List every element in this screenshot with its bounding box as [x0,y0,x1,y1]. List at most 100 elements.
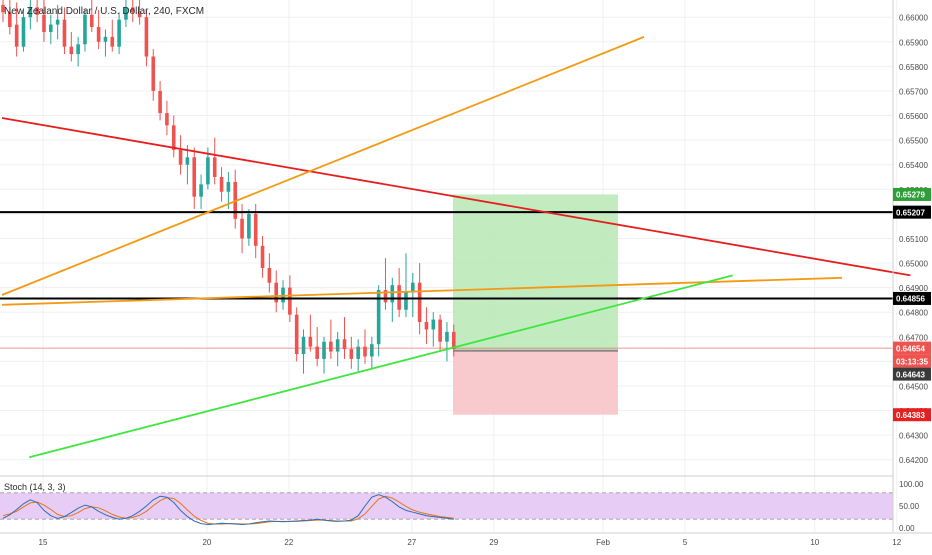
candle-body [130,7,135,13]
candle-body [349,349,354,359]
y-tick-label: 0.65100 [899,235,928,244]
candle-body [226,181,231,192]
candle-body [342,339,347,350]
candle-body [192,157,197,197]
price-tag-label: 0.65207 [896,208,925,217]
price-tag [893,367,931,381]
candle-body [274,282,278,303]
candle-body [110,36,115,47]
candle-body [158,90,162,114]
candle-body [62,19,67,47]
candle-body [117,19,121,47]
candle-body [165,113,169,126]
x-tick-label: 22 [284,538,293,547]
candle-body [212,157,217,177]
x-tick-label: 20 [202,538,211,547]
price-tag [893,187,931,201]
y-tick-label: 0.65800 [899,63,928,72]
candle-body [14,24,19,47]
y-tick-label: 0.64800 [899,309,928,318]
candle-body [267,267,272,283]
candle-body [404,292,408,310]
candle-body [240,218,244,239]
orange-trendline [1,36,645,296]
x-tick-label: 10 [810,538,819,547]
y-tick-label: 0.64700 [899,333,928,342]
candle-body [329,341,333,352]
candle-body [301,336,306,354]
y-tick-label: 0.64200 [899,456,928,465]
stoch-tick-label: 50.00 [899,502,920,511]
stoch-tick-label: 100.00 [899,480,924,489]
stop-loss-zone [453,350,618,415]
candle-body [417,282,422,323]
x-tick-label: 5 [683,538,688,547]
candle-body [383,290,388,303]
candle-body [144,17,149,57]
candle-body [376,290,381,345]
candle-body [356,346,360,359]
candle-body [55,19,60,25]
candle-body [219,177,224,192]
price-tag-label: 0.64643 [896,370,925,379]
x-tick-label: 29 [489,538,498,547]
y-tick-label: 0.65400 [899,161,928,170]
price-tag [893,291,931,305]
candle-body [49,24,53,32]
candle-body [35,7,39,15]
y-tick-label: 0.64900 [899,284,928,293]
candle-body [315,346,319,359]
y-tick-label: 0.65900 [899,38,928,47]
stoch-tick-label: 0.00 [899,524,915,533]
y-tick-label: 0.65500 [899,137,928,146]
candle-body [308,336,313,347]
x-tick-label: 12 [892,538,901,547]
green-trendline [29,274,734,459]
candle-body [137,12,142,18]
candle-body [253,213,258,246]
candle-body [21,17,26,47]
price-tag-label: 0.64383 [896,411,925,420]
candle-body [411,282,415,293]
candle-body [424,322,429,330]
candle-body [438,319,442,342]
stoch-label: Stoch (14, 3, 3) [4,482,66,492]
candle-body [178,149,183,165]
y-tick-label: 0.65000 [899,260,928,269]
y-tick-label: 0.65700 [899,87,928,96]
candle-body [42,14,46,32]
candle-body [294,314,299,354]
candle-body [206,157,210,185]
candle-body [76,44,80,55]
candle-body [8,12,12,28]
chart-title: New Zealand Dollar / U.S. Dollar, 240, F… [4,6,204,17]
candle-body [96,27,101,42]
stoch-k-line [2,494,454,526]
red-trendline [1,117,911,277]
stoch-band [0,492,893,520]
candle-body [370,344,374,357]
candle-body [363,346,367,357]
orange-trendline [1,276,843,306]
y-tick-label: 0.66000 [899,14,928,23]
candle-body [28,7,33,18]
x-tick-label: Feb [596,538,610,547]
take-profit-zone [453,194,618,351]
candle-body [83,14,87,45]
price-tag-label: 0.65279 [896,191,925,200]
candle-body [199,184,203,197]
candle-body [451,331,456,350]
candle-body [260,245,265,268]
candle-body [171,125,176,150]
price-tag-label: 0.64654 [896,344,925,353]
candle-body [335,339,340,352]
candle-body [288,287,292,315]
candle-body [124,7,128,20]
candle-body [69,46,74,55]
price-tag [893,408,931,422]
candle-body [103,36,108,42]
y-tick-label: 0.64300 [899,432,928,441]
price-tag [893,354,931,368]
